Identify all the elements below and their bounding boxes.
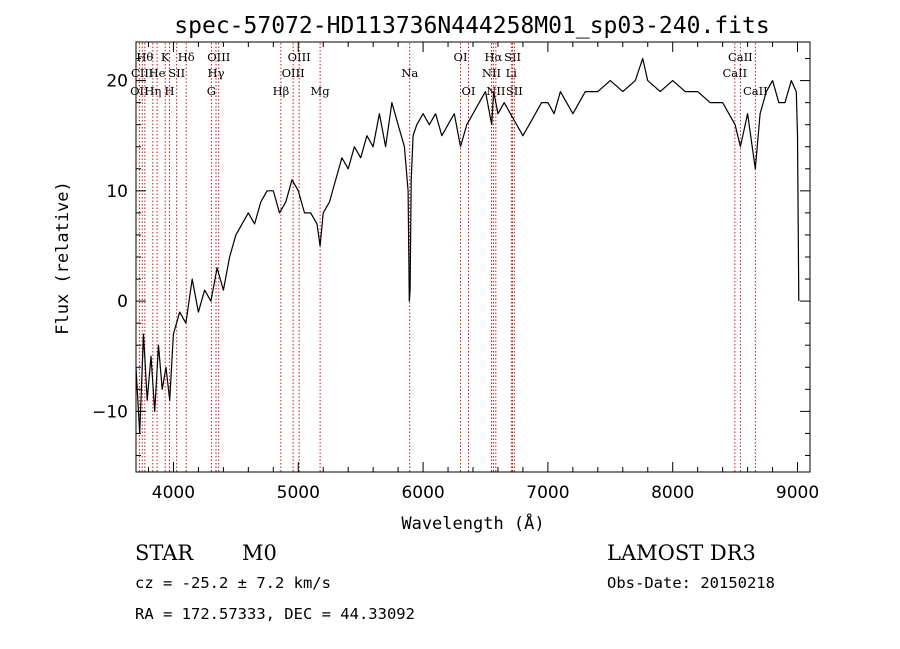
spectrum-line [135,57,800,434]
marker-label: CIII [131,66,153,80]
marker-label: OII [130,84,149,98]
marker-label: G [207,84,216,98]
y-tick-label: 0 [117,292,128,312]
marker-label: OI [462,84,476,98]
marker-label: Na [401,66,418,80]
y-tick-label: 10 [106,182,128,202]
y-tick-label: −10 [92,402,128,422]
marker-label: Hα [484,50,502,64]
marker-label: Hγ [208,66,225,80]
marker-label: OIII [207,50,230,64]
plot-frame [135,41,811,473]
marker-label: CaII [722,66,747,80]
x-tick-label: 7000 [526,483,569,503]
marker-label: He [149,66,166,80]
marker-label: K [161,50,170,64]
y-tick-label: 20 [106,72,128,92]
x-tick-label: 9000 [776,483,819,503]
object-subclass: M0 [242,541,277,565]
survey-name: LAMOST DR3 [607,541,756,565]
redshift-text: cz = -25.2 ± 7.2 km/s [135,574,331,592]
axes: 4000 5000 6000 7000 8000 9000 −10 0 10 20 [92,42,819,503]
marker-label: CaII [743,84,768,98]
marker-label: OIII [282,66,305,80]
marker-label: Mg [311,84,331,98]
x-tick-label: 8000 [651,483,694,503]
y-axis-label: Flux (relative) [53,181,73,335]
marker-label: H [165,84,175,98]
obs-date-text: Obs-Date: 20150218 [607,574,775,592]
marker-label: Li [506,66,518,80]
chart-title: spec-57072-HD113736N444258M01_sp03-240.f… [174,13,769,39]
x-tick-label: 5000 [277,483,320,503]
marker-label: SII [506,84,523,98]
x-tick-label: 4000 [152,483,195,503]
marker-label: SII [168,66,185,80]
object-class: STAR [135,541,194,565]
marker-label: Hδ [178,50,195,64]
marker-label: OI [454,50,468,64]
x-axis-label: Wavelength (Å) [401,512,544,534]
spectrum-series [135,57,800,434]
marker-label: Hθ [136,50,153,64]
marker-label: NII [482,66,501,80]
x-tick-label: 6000 [401,483,444,503]
marker-label: Hη [144,84,161,98]
line-markers: OII CIII Hθ Hη He K H SII Hδ G Hγ OIII Hβ OIII OIII Mg N… [130,43,768,472]
marker-label: OIII [288,50,311,64]
marker-label: SII [504,50,521,64]
marker-label: CaII [728,50,753,64]
coordinates-text: RA = 172.57333, DEC = 44.33092 [135,605,415,623]
marker-label: NII [486,84,505,98]
marker-label: Hβ [273,84,290,98]
